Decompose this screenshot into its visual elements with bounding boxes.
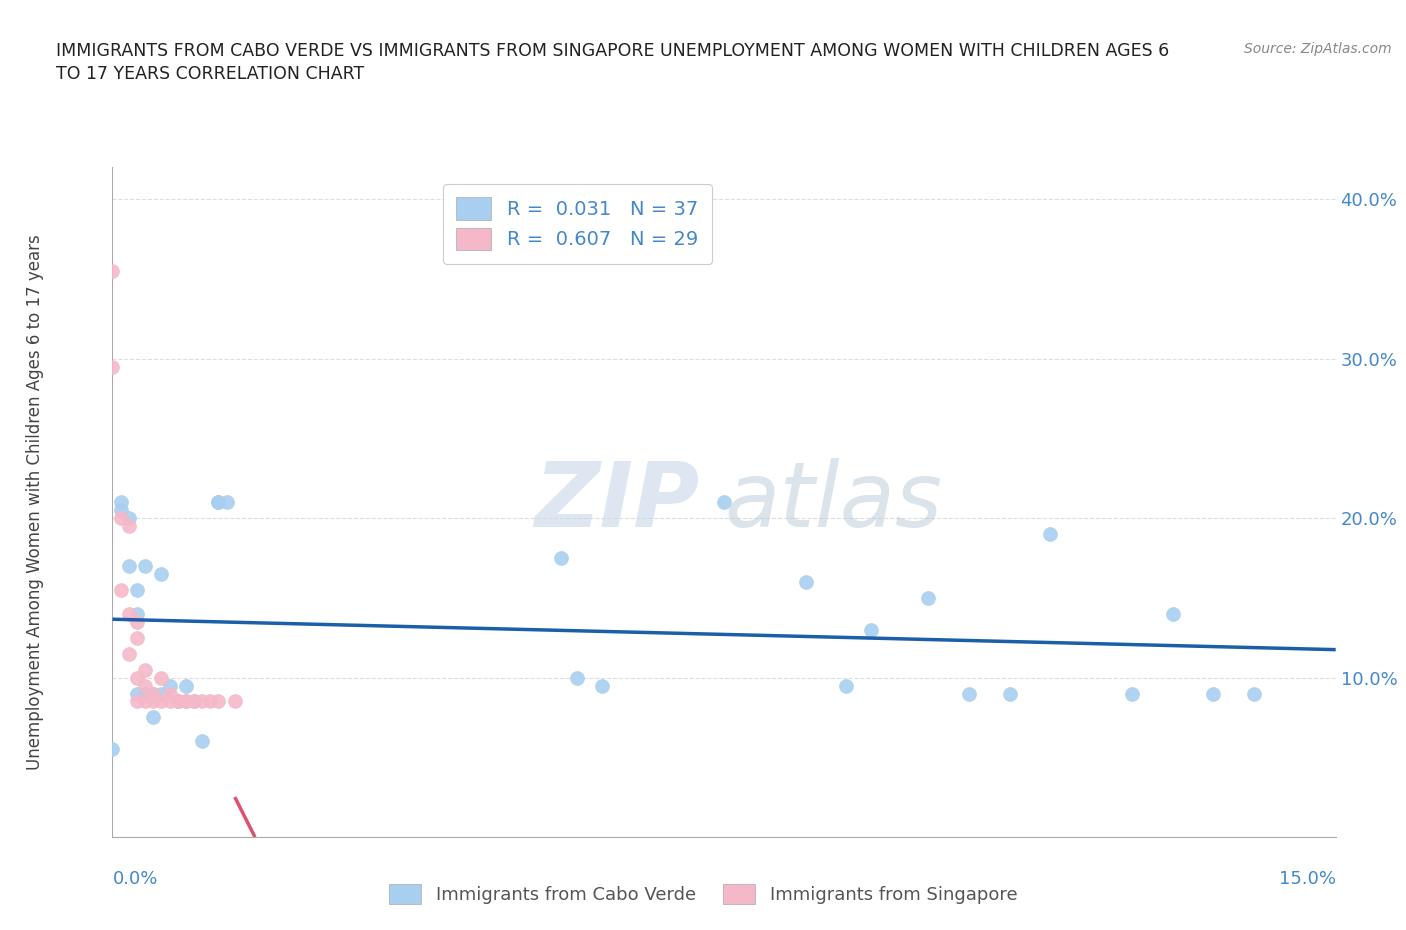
Legend: Immigrants from Cabo Verde, Immigrants from Singapore: Immigrants from Cabo Verde, Immigrants f… <box>381 876 1025 911</box>
Point <box>101 359 124 374</box>
Point <box>957 686 980 701</box>
Point <box>150 686 173 701</box>
Point <box>207 495 229 510</box>
Point <box>125 671 148 685</box>
Text: 0.0%: 0.0% <box>112 870 157 887</box>
Point <box>215 495 238 510</box>
Point <box>713 495 735 510</box>
Point <box>191 734 214 749</box>
Point <box>118 519 141 534</box>
Text: IMMIGRANTS FROM CABO VERDE VS IMMIGRANTS FROM SINGAPORE UNEMPLOYMENT AMONG WOMEN: IMMIGRANTS FROM CABO VERDE VS IMMIGRANTS… <box>56 42 1170 60</box>
Point <box>550 551 572 565</box>
Point <box>174 694 197 709</box>
Point <box>150 566 173 581</box>
Point <box>125 606 148 621</box>
Point <box>125 582 148 597</box>
Point <box>859 622 882 637</box>
Point <box>591 678 613 693</box>
Point <box>794 575 817 590</box>
Point <box>1243 686 1265 701</box>
Point <box>183 694 205 709</box>
Point <box>835 678 858 693</box>
Text: Source: ZipAtlas.com: Source: ZipAtlas.com <box>1244 42 1392 56</box>
Point <box>134 678 156 693</box>
Point <box>125 694 148 709</box>
Point <box>118 559 141 574</box>
Point <box>207 694 229 709</box>
Point <box>159 686 181 701</box>
Point <box>110 582 132 597</box>
Point <box>207 495 229 510</box>
Point <box>1161 606 1184 621</box>
Point <box>118 646 141 661</box>
Point <box>134 559 156 574</box>
Point <box>191 694 214 709</box>
Point <box>1121 686 1143 701</box>
Point <box>159 694 181 709</box>
Point <box>125 631 148 645</box>
Point <box>101 742 124 757</box>
Point <box>174 678 197 693</box>
Point <box>134 686 156 701</box>
Text: atlas: atlas <box>724 458 942 546</box>
Point <box>998 686 1021 701</box>
Point <box>917 591 939 605</box>
Point <box>125 686 148 701</box>
Point <box>110 495 132 510</box>
Point <box>134 662 156 677</box>
Point <box>183 694 205 709</box>
Point <box>1039 526 1062 541</box>
Point <box>150 694 173 709</box>
Text: 15.0%: 15.0% <box>1278 870 1336 887</box>
Point <box>118 511 141 525</box>
Point <box>159 678 181 693</box>
Point <box>142 710 165 724</box>
Text: ZIP: ZIP <box>534 458 700 546</box>
Point <box>166 694 188 709</box>
Point <box>166 694 188 709</box>
Point <box>142 686 165 701</box>
Point <box>125 615 148 630</box>
Point <box>1202 686 1225 701</box>
Point <box>110 503 132 518</box>
Point <box>142 686 165 701</box>
Point <box>110 511 132 525</box>
Point <box>150 671 173 685</box>
Point <box>101 263 124 278</box>
Point <box>166 694 188 709</box>
Text: TO 17 YEARS CORRELATION CHART: TO 17 YEARS CORRELATION CHART <box>56 65 364 83</box>
Text: Unemployment Among Women with Children Ages 6 to 17 years: Unemployment Among Women with Children A… <box>27 234 44 770</box>
Point <box>200 694 222 709</box>
Point <box>118 606 141 621</box>
Point <box>134 694 156 709</box>
Point <box>174 694 197 709</box>
Point <box>142 694 165 709</box>
Point <box>567 671 589 685</box>
Point <box>224 694 246 709</box>
Legend: R =  0.031   N = 37, R =  0.607   N = 29: R = 0.031 N = 37, R = 0.607 N = 29 <box>443 184 711 264</box>
